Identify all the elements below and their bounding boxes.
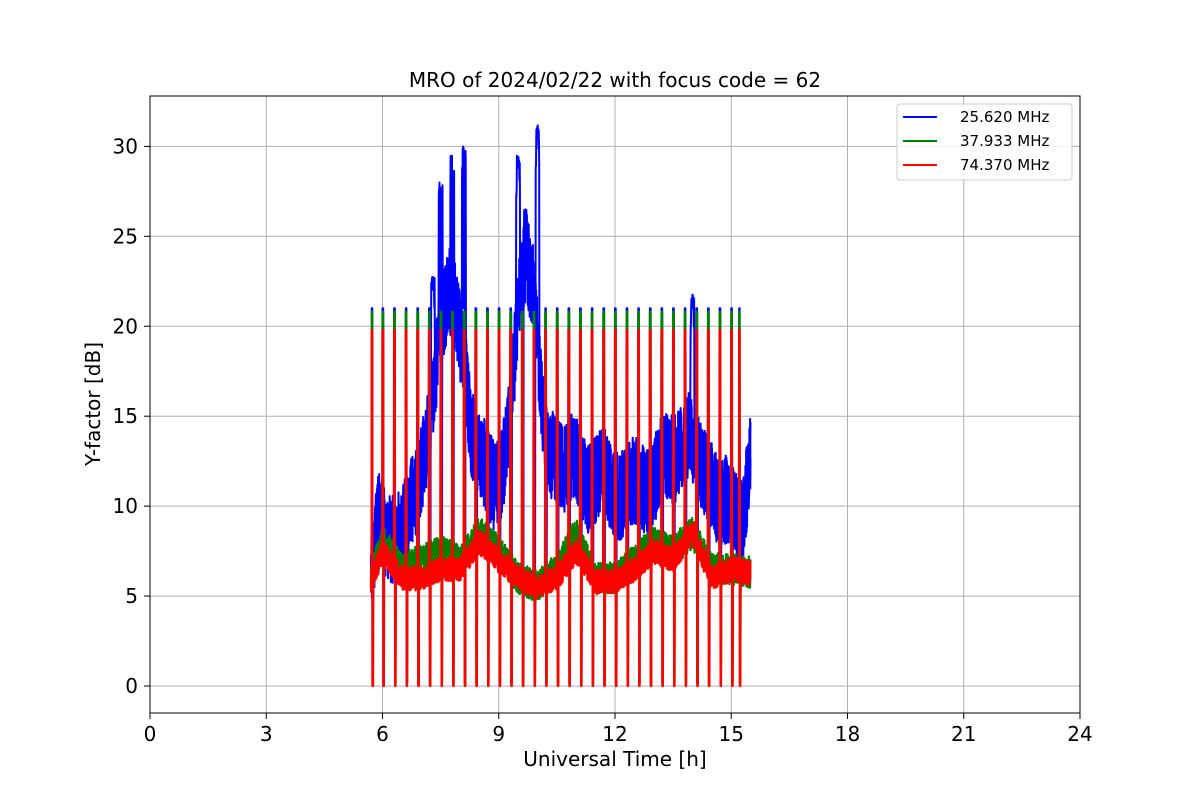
y-tick-label: 15 (113, 404, 138, 428)
y-tick-label: 10 (113, 494, 138, 518)
y-tick-label: 30 (113, 134, 138, 158)
x-tick-label: 21 (951, 722, 976, 746)
x-tick-label: 9 (492, 722, 505, 746)
x-tick-label: 6 (376, 722, 389, 746)
series-noise (369, 526, 752, 599)
legend-label: 25.620 MHz (960, 108, 1049, 126)
legend-label: 37.933 MHz (960, 132, 1049, 150)
legend-label: 74.370 MHz (960, 156, 1049, 174)
series-3 (369, 328, 752, 688)
chart-title: MRO of 2024/02/22 with focus code = 62 (409, 68, 821, 92)
series-noise (369, 214, 752, 599)
ticks: 0 3 6 9 12 15 18 21 24 0 5 10 15 20 25 30 (113, 134, 1093, 746)
y-tick-label: 5 (125, 584, 138, 608)
x-tick-label: 12 (602, 722, 627, 746)
y-tick-label: 20 (113, 314, 138, 338)
legend-box (896, 103, 1073, 181)
x-tick-label: 18 (835, 722, 860, 746)
x-tick-label: 0 (144, 722, 157, 746)
y-tick-label: 0 (125, 674, 138, 698)
x-tick-label: 3 (260, 722, 273, 746)
legend: 25.620 MHz 37.933 MHz 74.370 MHz (896, 103, 1073, 181)
x-tick-label: 15 (719, 722, 744, 746)
series-layer (369, 124, 752, 688)
y-tick-label: 25 (113, 224, 138, 248)
series-1 (369, 124, 752, 684)
x-axis-label: Universal Time [h] (523, 747, 706, 771)
y-axis-label: Y-factor [dB] (81, 342, 105, 467)
x-tick-label: 24 (1067, 722, 1092, 746)
